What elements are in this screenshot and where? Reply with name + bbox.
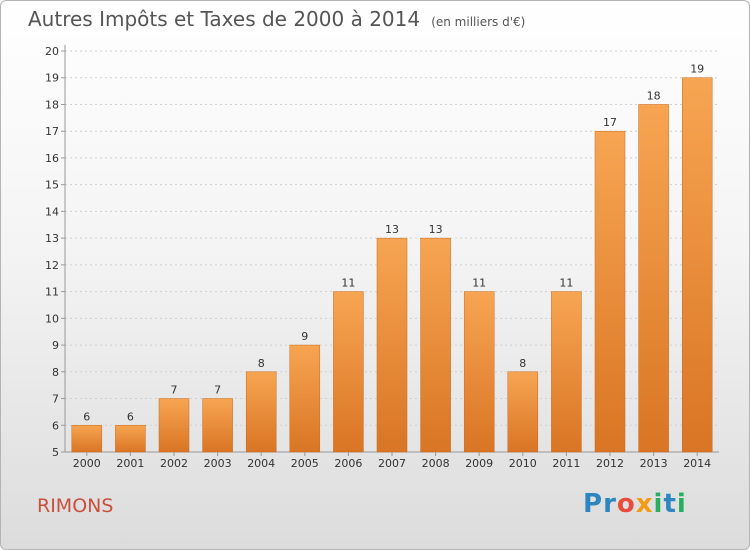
y-tick-label: 17: [45, 125, 59, 138]
y-tick-label: 13: [45, 232, 59, 245]
bar: [115, 425, 146, 453]
y-tick-label: 9: [52, 339, 59, 352]
data-label: 6: [83, 410, 90, 423]
x-tick-label: 2003: [204, 457, 232, 470]
y-tick-label: 19: [45, 72, 59, 85]
y-tick-label: 11: [45, 286, 59, 299]
chart-title: Autres Impôts et Taxes de 2000 à 2014 (e…: [28, 7, 525, 31]
y-tick-label: 18: [45, 98, 59, 111]
bar: [202, 398, 233, 453]
bar: [158, 398, 190, 453]
y-tick-label: 12: [45, 259, 59, 272]
chart-title-text: Autres Impôts et Taxes de 2000 à 2014: [28, 7, 421, 31]
data-label: 7: [214, 384, 221, 397]
chart-unit-text: (en milliers d'€): [431, 15, 526, 29]
logo-letter: r: [603, 489, 617, 519]
y-tick-label: 15: [45, 179, 59, 192]
logo-letter: t: [663, 489, 677, 519]
y-tick-label: 7: [52, 393, 59, 406]
data-label: 8: [258, 357, 265, 370]
bar: [420, 237, 451, 453]
x-tick-label: 2002: [160, 457, 188, 470]
y-tick-label: 10: [45, 312, 59, 325]
commune-name: RIMONS: [37, 495, 114, 517]
x-tick-label: 2014: [683, 457, 711, 470]
data-label: 11: [559, 277, 573, 290]
x-tick-label: 2001: [116, 457, 144, 470]
data-label: 7: [171, 384, 178, 397]
bar: [333, 291, 364, 453]
data-label: 18: [647, 89, 661, 102]
y-tick-label: 6: [52, 419, 59, 432]
bar: [594, 130, 626, 453]
logo-letter: o: [616, 489, 636, 519]
x-tick-label: 2011: [552, 457, 580, 470]
x-tick-label: 2000: [73, 457, 101, 470]
proxiti-logo: Proxiti: [583, 489, 687, 519]
data-label: 17: [603, 116, 617, 129]
bar: [638, 104, 669, 453]
logo-letter: P: [583, 489, 604, 519]
data-label: 11: [472, 277, 486, 290]
x-tick-label: 2004: [247, 457, 275, 470]
bar: [681, 77, 713, 453]
x-tick-label: 2006: [334, 457, 362, 470]
x-tick-label: 2012: [596, 457, 624, 470]
bar: [551, 291, 582, 453]
y-tick-label: 5: [52, 446, 59, 459]
data-label: 13: [385, 223, 399, 236]
y-tick-label: 8: [52, 366, 59, 379]
y-tick-label: 14: [45, 205, 59, 218]
logo-letter: i: [653, 489, 664, 519]
bar: [71, 425, 103, 453]
x-tick-label: 2005: [291, 457, 319, 470]
bar: [463, 291, 495, 453]
data-label: 9: [301, 330, 308, 343]
x-tick-label: 2010: [509, 457, 537, 470]
x-tick-label: 2007: [378, 457, 406, 470]
y-tick-label: 20: [45, 45, 59, 58]
bar: [376, 237, 408, 453]
data-label: 19: [690, 63, 704, 76]
bar: [507, 371, 539, 453]
x-tick-label: 2013: [640, 457, 668, 470]
logo-letter: x: [635, 489, 654, 519]
data-label: 11: [341, 277, 355, 290]
bar: [245, 371, 277, 453]
y-tick-label: 16: [45, 152, 59, 165]
data-label: 6: [127, 410, 134, 423]
data-label: 13: [429, 223, 443, 236]
x-tick-label: 2009: [465, 457, 493, 470]
logo-letter: i: [676, 489, 687, 519]
x-tick-label: 2008: [422, 457, 450, 470]
bar: [289, 344, 321, 453]
data-label: 8: [519, 357, 526, 370]
